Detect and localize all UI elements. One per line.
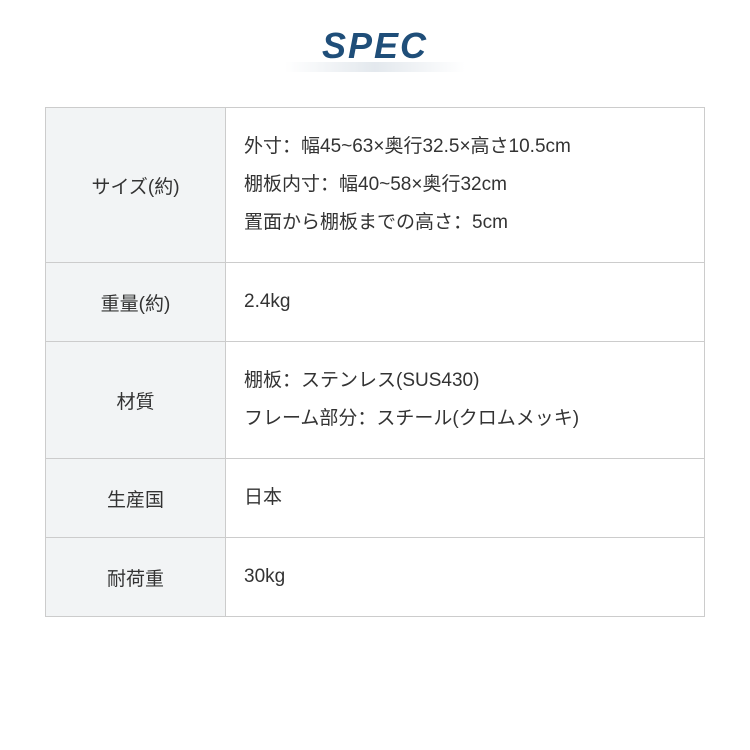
row-value: 30kg — [226, 538, 705, 617]
row-value: 日本 — [226, 459, 705, 538]
row-label: 耐荷重 — [46, 538, 226, 617]
value-line: 棚板内寸：幅40~58×奥行32cm — [244, 166, 686, 204]
row-label: 材質 — [46, 342, 226, 459]
table-row: サイズ(約) 外寸：幅45~63×奥行32.5×高さ10.5cm 棚板内寸：幅4… — [46, 108, 705, 263]
value-line: 2.4kg — [244, 283, 686, 321]
table-row: 生産国 日本 — [46, 459, 705, 538]
spec-table: サイズ(約) 外寸：幅45~63×奥行32.5×高さ10.5cm 棚板内寸：幅4… — [45, 107, 705, 617]
row-label: 重量(約) — [46, 263, 226, 342]
value-line: 日本 — [244, 479, 686, 517]
value-line: 外寸：幅45~63×奥行32.5×高さ10.5cm — [244, 128, 686, 166]
row-value: 外寸：幅45~63×奥行32.5×高さ10.5cm 棚板内寸：幅40~58×奥行… — [226, 108, 705, 263]
table-row: 重量(約) 2.4kg — [46, 263, 705, 342]
row-label: 生産国 — [46, 459, 226, 538]
table-row: 耐荷重 30kg — [46, 538, 705, 617]
spec-title: SPEC — [45, 25, 705, 67]
value-line: フレーム部分：スチール(クロムメッキ) — [244, 400, 686, 438]
value-line: 置面から棚板までの高さ：5cm — [244, 204, 686, 242]
value-line: 棚板：ステンレス(SUS430) — [244, 362, 686, 400]
row-value: 棚板：ステンレス(SUS430) フレーム部分：スチール(クロムメッキ) — [226, 342, 705, 459]
row-label: サイズ(約) — [46, 108, 226, 263]
value-line: 30kg — [244, 558, 686, 596]
row-value: 2.4kg — [226, 263, 705, 342]
table-row: 材質 棚板：ステンレス(SUS430) フレーム部分：スチール(クロムメッキ) — [46, 342, 705, 459]
